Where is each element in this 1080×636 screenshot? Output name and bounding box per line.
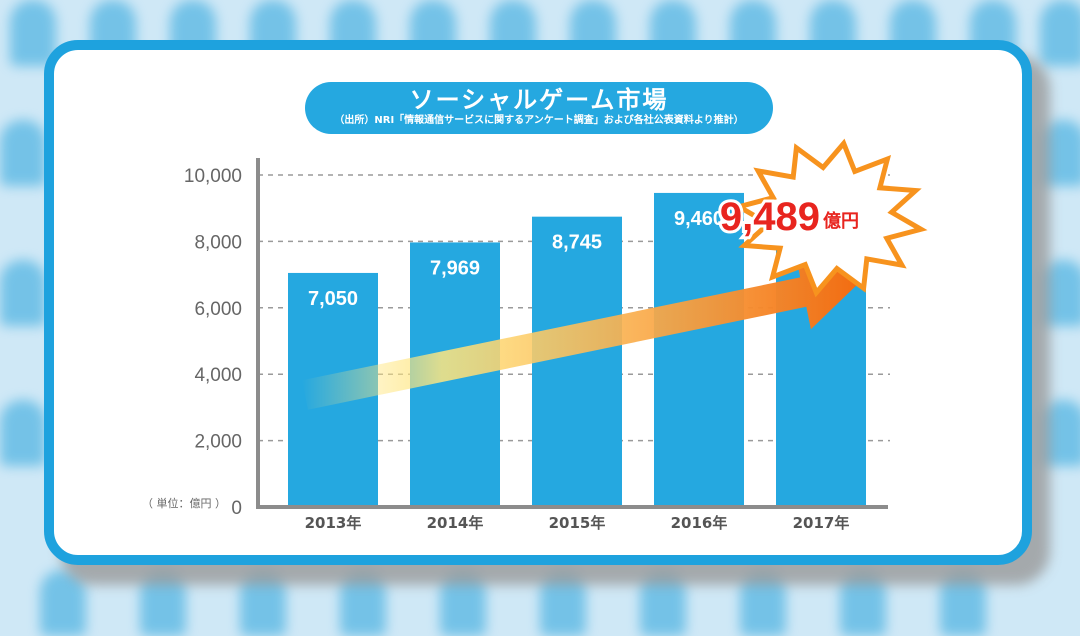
y-tick-label: 8,000 [194,232,242,253]
y-tick-label: 2,000 [194,432,242,453]
bar-value-label: 7,969 [430,257,480,279]
y-tick-label: 0 [231,498,242,519]
unit-note: （ 単位：億円 ） [142,497,226,510]
starburst-shape [732,138,928,298]
title-banner: ソーシャルゲーム市場 （出所）NRI「情報通信サービスに関するアンケート調査」お… [305,82,773,134]
bar-value-label: 9,460 [674,208,724,230]
y-tick-label: 6,000 [194,299,242,320]
highlight-burst [732,138,928,298]
highlight-unit: 億円 [823,210,859,232]
x-tick-label: 2016年 [671,514,728,532]
x-tick-label: 2015年 [549,514,606,532]
chart-title: ソーシャルゲーム市場 [409,86,669,114]
axes: 0 2,000 4,000 6,000 8,000 10,000 2013年 2014年 201… [184,158,888,532]
x-tick-label: 2014年 [427,514,484,532]
highlight-value: 9,489 [720,195,820,239]
chart-source: （出所）NRI「情報通信サービスに関するアンケート調査」および各社公表資料より推… [334,115,744,126]
bar-value-label: 8,745 [552,232,602,254]
bar-value-label: 7,050 [308,288,358,310]
bar [654,192,744,508]
bar-chart: 7,050 7,969 8,745 9,460 0 2,000 4,000 6,000 8,0… [184,138,928,532]
trend-arrow [302,254,862,410]
y-tick-label: 10,000 [184,166,242,187]
trend-arrow-shape [302,254,862,410]
y-tick-label: 4,000 [194,365,242,386]
bar [532,216,622,507]
x-tick-label: 2017年 [793,514,850,532]
x-tick-label: 2013年 [305,514,362,532]
